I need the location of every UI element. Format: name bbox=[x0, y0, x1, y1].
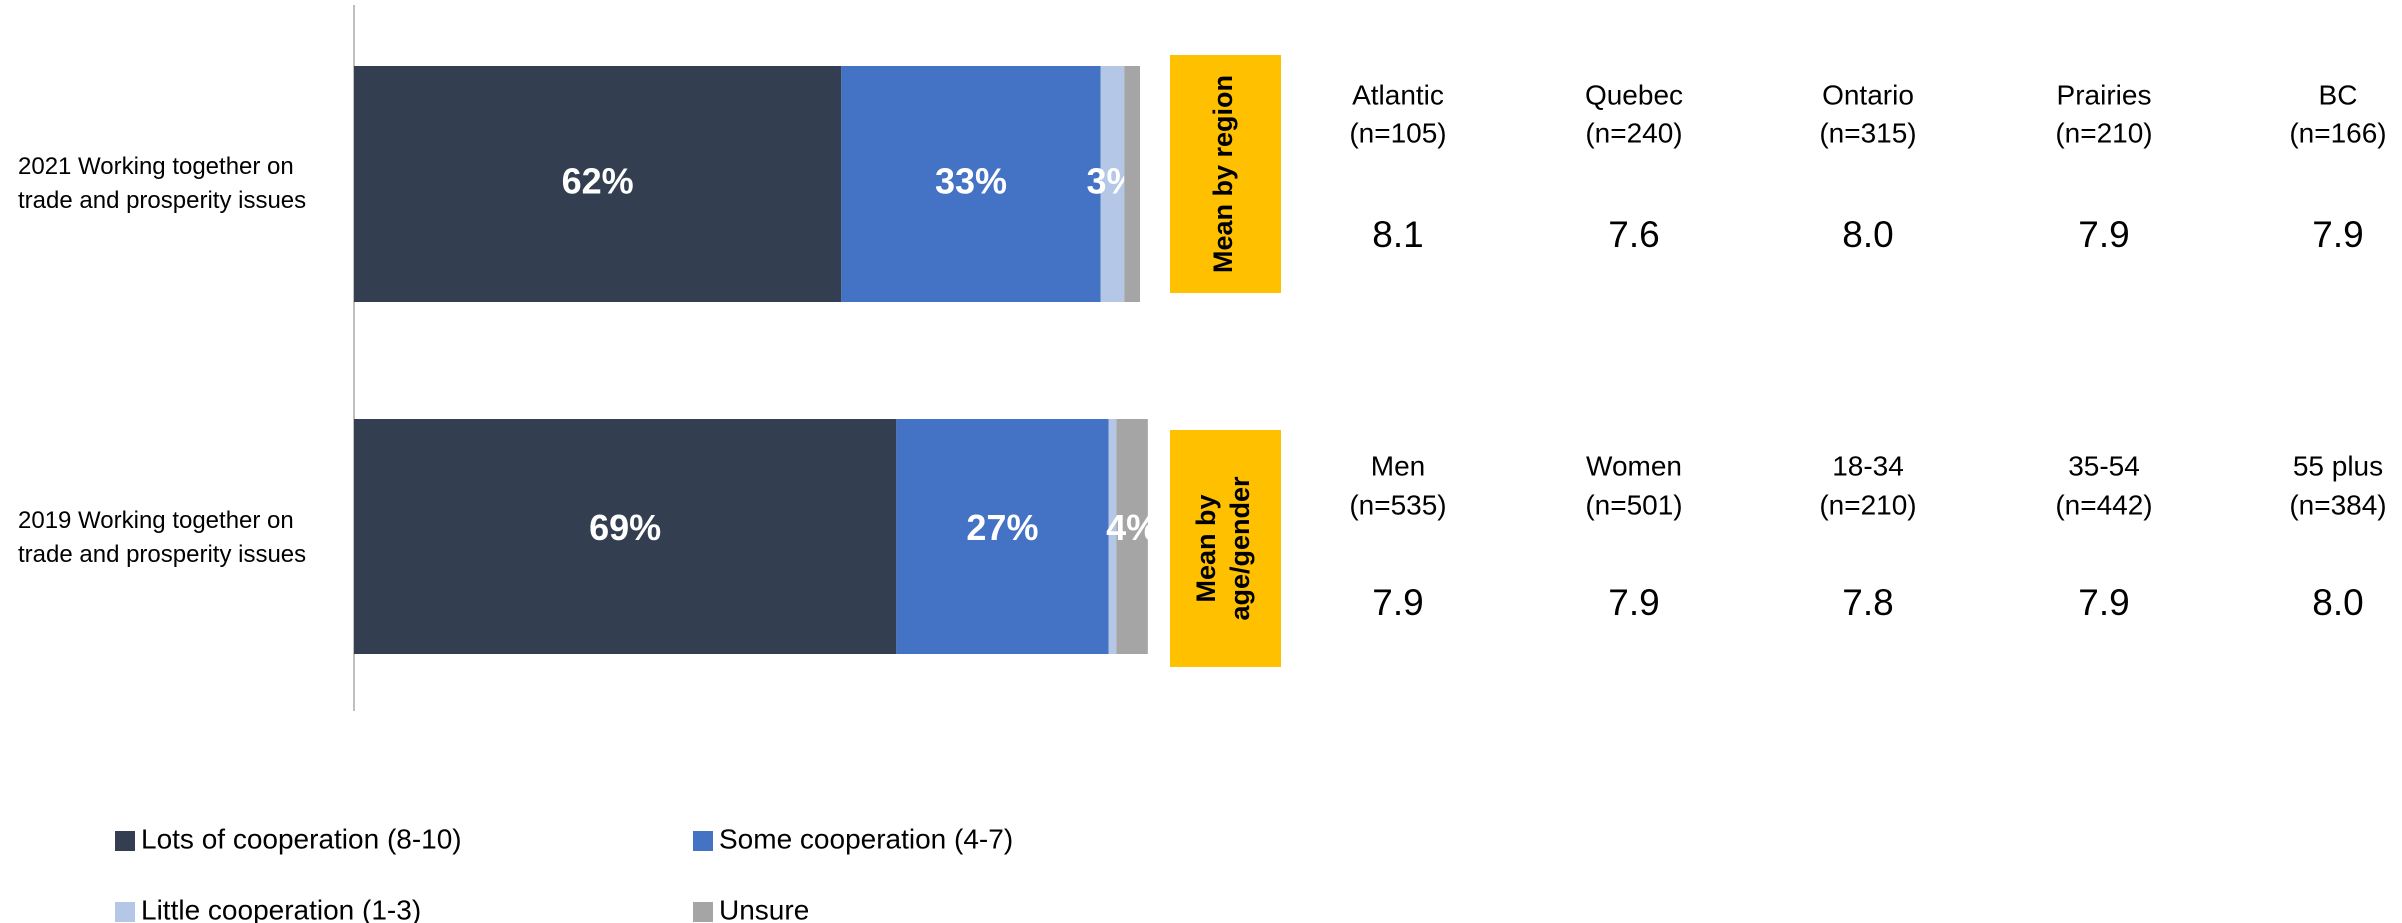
column-n: (n=535) bbox=[1349, 489, 1446, 520]
bar-segment bbox=[1116, 419, 1148, 654]
bar-segment bbox=[896, 419, 1109, 654]
column-mean: 7.9 bbox=[2078, 214, 2129, 255]
column-n: (n=166) bbox=[2289, 117, 2386, 148]
column-mean: 7.6 bbox=[1608, 214, 1659, 255]
column-n: (n=442) bbox=[2055, 489, 2152, 520]
column-n: (n=210) bbox=[2055, 117, 2152, 148]
bar-segment bbox=[841, 66, 1101, 302]
column-mean: 7.8 bbox=[1842, 582, 1893, 623]
column-mean: 7.9 bbox=[1372, 582, 1423, 623]
bar-segment bbox=[354, 419, 897, 654]
legend-label: Unsure bbox=[719, 894, 809, 923]
column-mean: 7.9 bbox=[1608, 582, 1659, 623]
column-mean: 7.9 bbox=[2078, 582, 2129, 623]
group-label: Mean by region bbox=[1208, 75, 1238, 273]
legend-label: Little cooperation (1-3) bbox=[141, 894, 421, 923]
bar-segment bbox=[1124, 66, 1140, 302]
legend-swatch bbox=[693, 902, 713, 922]
column-name: BC bbox=[2319, 79, 2358, 110]
column-mean: 8.0 bbox=[1842, 214, 1893, 255]
data-label: 62% bbox=[562, 161, 634, 202]
legend-swatch bbox=[115, 831, 135, 851]
column-mean: 7.9 bbox=[2312, 214, 2363, 255]
column-name: Ontario bbox=[1822, 79, 1914, 110]
legend-label: Lots of cooperation (8-10) bbox=[141, 823, 462, 854]
group-box bbox=[1170, 55, 1281, 293]
legend-label: Some cooperation (4-7) bbox=[719, 823, 1013, 854]
data-label: 27% bbox=[966, 507, 1038, 548]
column-mean: 8.0 bbox=[2312, 582, 2363, 623]
column-name: 18-34 bbox=[1832, 450, 1904, 481]
column-n: (n=240) bbox=[1585, 117, 1682, 148]
legend-swatch bbox=[693, 831, 713, 851]
column-name: 55 plus bbox=[2293, 450, 2383, 481]
column-mean: 8.1 bbox=[1372, 214, 1423, 255]
column-name: Men bbox=[1371, 450, 1425, 481]
bar-segment bbox=[1108, 419, 1117, 654]
data-label: 69% bbox=[589, 507, 661, 548]
category-label: 2021 Working together on trade and prosp… bbox=[18, 153, 307, 214]
column-n: (n=105) bbox=[1349, 117, 1446, 148]
column-n: (n=501) bbox=[1585, 489, 1682, 520]
group-box bbox=[1170, 430, 1281, 667]
column-name: Quebec bbox=[1585, 79, 1683, 110]
column-n: (n=210) bbox=[1819, 489, 1916, 520]
legend-swatch bbox=[115, 902, 135, 922]
bar-segment bbox=[354, 66, 842, 302]
data-label: 33% bbox=[935, 161, 1007, 202]
data-label: 4% bbox=[1106, 507, 1158, 548]
column-n: (n=384) bbox=[2289, 489, 2386, 520]
bar-segment bbox=[1100, 66, 1125, 302]
column-name: Atlantic bbox=[1352, 79, 1444, 110]
group-label: Mean by age/gender bbox=[1191, 476, 1255, 621]
column-name: 35-54 bbox=[2068, 450, 2140, 481]
column-name: Women bbox=[1586, 450, 1682, 481]
column-n: (n=315) bbox=[1819, 117, 1916, 148]
category-label: 2019 Working together on trade and prosp… bbox=[18, 507, 307, 568]
column-name: Prairies bbox=[2057, 79, 2152, 110]
